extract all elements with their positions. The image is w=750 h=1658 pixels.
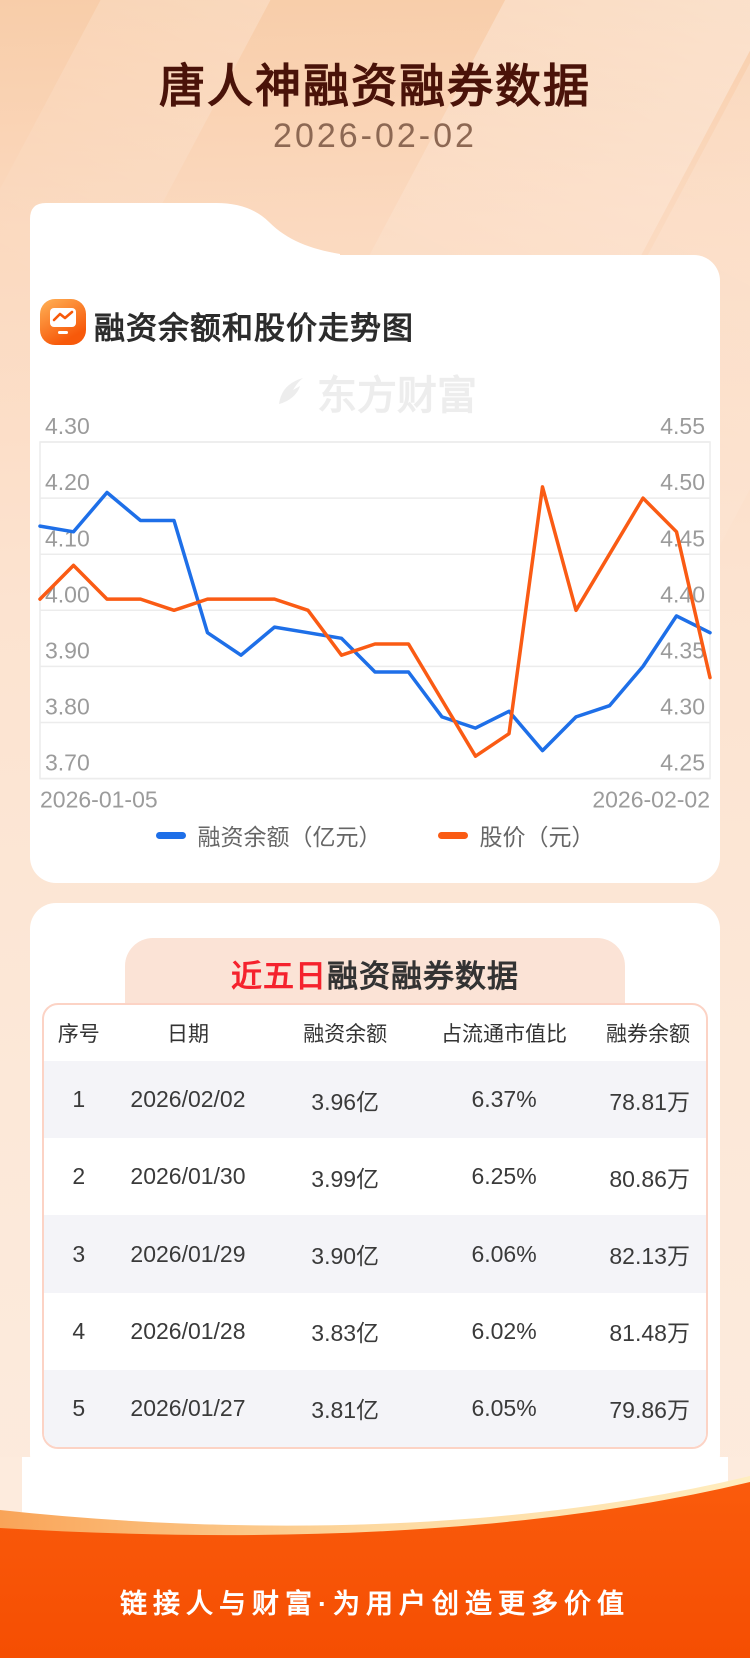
chart-icon-screen [50, 308, 76, 327]
legend-dash-blue [155, 831, 186, 839]
table-cell: 80.86万 [609, 1165, 690, 1192]
table-cell: 3.81亿 [311, 1397, 380, 1424]
page-date: 2026-02-02 [273, 117, 477, 155]
trend-chart-icon [40, 299, 86, 345]
legend-label: 融资余额（亿元） [197, 824, 382, 850]
right-axis-label: 4.50 [660, 469, 705, 495]
table-cell: 3.83亿 [311, 1320, 380, 1347]
right-axis-label: 4.25 [660, 750, 705, 776]
left-axis-label: 3.90 [45, 637, 90, 663]
legend-label: 股价（元） [479, 824, 595, 850]
table-cell: 3.99亿 [311, 1165, 380, 1192]
right-axis-label: 4.55 [660, 413, 705, 439]
calendar-chip: 02 二月 星期一 [30, 193, 340, 448]
x-axis-label-start: 2026-01-05 [40, 787, 158, 813]
plot-border [39, 441, 711, 780]
right-axis-label: 4.35 [660, 637, 705, 663]
legend-dash-orange [437, 831, 468, 839]
chart-icon-stand [58, 331, 68, 334]
table-cell: 6.06% [471, 1240, 537, 1267]
right-axis-label: 4.30 [660, 694, 705, 720]
margin-data-table: 序号 日期 融资余额 占流通市值比 融券余额 1 2026/02/02 3.96亿 6.37% 7… [42, 1003, 708, 1449]
table-row: 4 2026/01/28 3.83亿 6.02% 81.48万 [44, 1293, 706, 1370]
table-title-rest: 融资融券数据 [327, 959, 519, 994]
table-cell: 1 [72, 1086, 86, 1113]
table-card: 近五日融资融券数据 东方财富 序号日期融资余额占流通市值比融券余额12026/0… [30, 903, 720, 1480]
table-header-row: 序号 日期 融资余额 占流通市值比 融券余额 [44, 1005, 706, 1061]
right-axis-label: 4.45 [660, 525, 705, 551]
table-title-highlight: 近五日 [231, 959, 327, 994]
table-cell: 4 [72, 1317, 86, 1344]
legend-item-stock-price: 股价（元） [437, 818, 595, 852]
table-cell: 5 [72, 1394, 86, 1421]
table-cell: 79.86万 [609, 1397, 690, 1424]
table-cell: 2026/01/30 [130, 1163, 246, 1190]
series-line [38, 485, 712, 758]
table-cell: 82.13万 [609, 1243, 690, 1269]
table-cell: 3.90亿 [311, 1243, 380, 1269]
calendar-chip-shape [30, 203, 340, 255]
table-header-cell: 序号 [57, 1023, 100, 1046]
left-axis-label: 4.20 [45, 469, 90, 495]
table-cell: 6.25% [471, 1163, 537, 1190]
table-header-cell: 融券余额 [605, 1023, 690, 1046]
chart-title: 融资余额和股价走势图 [94, 311, 414, 346]
x-axis-label-end: 2026-02-02 [592, 787, 710, 813]
table-row: 1 2026/02/02 3.96亿 6.37% 78.81万 [44, 1061, 706, 1139]
table-title: 近五日融资融券数据 [30, 951, 720, 996]
chart-card: 融资余额和股价走势图 东方财富 4.30 4.55 4.20 4.50 4.10 4.45… [30, 255, 720, 883]
table-row: 2 2026/01/30 3.99亿 6.25% 80.86万 [44, 1138, 706, 1215]
table-cell: 6.02% [471, 1317, 537, 1344]
table-header-cell: 日期 [166, 1023, 209, 1046]
left-axis-label: 3.80 [45, 694, 90, 720]
table-header-cell: 占流通市值比 [441, 1023, 568, 1046]
footer-wave [0, 1476, 750, 1658]
table-cell: 2026/01/28 [130, 1317, 246, 1344]
table-cell: 2 [72, 1163, 86, 1190]
legend-item-margin-balance: 融资余额（亿元） [155, 818, 382, 852]
series-line [38, 490, 712, 753]
table-cell: 2026/01/29 [130, 1240, 246, 1267]
table-cell: 3 [72, 1240, 86, 1267]
table-row: 3 2026/01/29 3.90亿 6.06% 82.13万 [44, 1215, 706, 1293]
table-header-cell: 融资余额 [303, 1023, 388, 1046]
table-cell: 2026/01/27 [130, 1394, 246, 1421]
table-cell: 6.37% [471, 1086, 537, 1113]
background-sliver [0, 1457, 22, 1512]
chart-legend: 融资余额（亿元） 股价（元） [30, 818, 720, 852]
table-cell: 78.81万 [609, 1088, 690, 1115]
left-axis-label: 3.70 [45, 750, 90, 776]
footer-slogan: 链接人与财富·为用户创造更多价值 [120, 1589, 630, 1619]
table-cell: 6.05% [471, 1394, 537, 1421]
right-axis-label: 4.40 [660, 581, 705, 607]
line-chart: 4.30 4.554.20 4.504.10 4.454.00 4.403.90 4.35… [38, 413, 712, 813]
table-cell: 81.48万 [609, 1320, 690, 1347]
table-cell: 2026/02/02 [130, 1086, 246, 1113]
left-axis-label: 4.30 [45, 413, 90, 439]
table-row: 5 2026/01/27 3.81亿 6.05% 79.86万 [44, 1369, 706, 1447]
table-cell: 3.96亿 [311, 1088, 380, 1115]
page-title: 唐人神融资融券数据 [159, 60, 591, 112]
